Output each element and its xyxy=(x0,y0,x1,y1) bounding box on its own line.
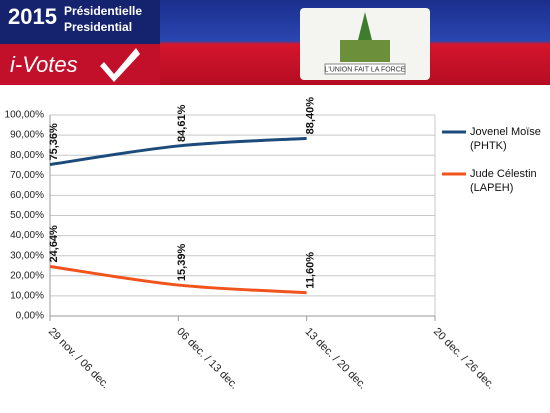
legend-label: Jude Célestin (LAPEH) xyxy=(470,168,537,194)
motto: L'UNION FAIT LA FORCE xyxy=(325,66,406,73)
brand-panel xyxy=(0,44,160,85)
data-label: 24,64% xyxy=(48,225,60,263)
checkmark xyxy=(100,48,140,82)
y-tick-label: 20,00% xyxy=(10,270,44,281)
y-tick-label: 60,00% xyxy=(10,190,44,201)
arms xyxy=(340,40,390,62)
y-tick-label: 90,00% xyxy=(10,130,44,141)
palm xyxy=(358,12,372,40)
series-line xyxy=(49,264,307,295)
y-tick-label: 80,00% xyxy=(10,150,44,161)
y-tick-label: 100,00% xyxy=(5,110,45,121)
title-fr: Présidentielle xyxy=(64,4,142,18)
x-tick-label: 13 dec. / 20 dec. xyxy=(302,326,368,392)
title-panel xyxy=(0,0,160,44)
y-tick-label: 30,00% xyxy=(10,250,44,261)
year: 2015 xyxy=(8,4,57,29)
x-tick-label: 06 dec. / 13 dec. xyxy=(174,326,240,392)
y-tick-label: 0,00% xyxy=(16,311,44,322)
data-label: 15,39% xyxy=(176,244,188,282)
data-label: 75,36% xyxy=(48,123,60,161)
x-tick-label: 20 dec. / 26 dec. xyxy=(431,326,497,392)
title-en: Presidential xyxy=(64,20,132,34)
series-line xyxy=(49,136,307,167)
y-tick-label: 40,00% xyxy=(10,230,44,241)
banner: L'UNION FAIT LA FORCE 2015 Présidentiell… xyxy=(0,0,550,85)
y-tick-label: 50,00% xyxy=(10,210,44,221)
y-tick-label: 70,00% xyxy=(10,170,44,181)
data-label: 88,40% xyxy=(305,97,317,135)
brand: i-Votes xyxy=(10,52,78,77)
data-label: 84,61% xyxy=(176,104,188,142)
data-label: 11,60% xyxy=(305,252,317,289)
motto-ribbon xyxy=(324,63,406,75)
x-tick-label: 29 nov. / 06 dec. xyxy=(46,326,111,391)
y-tick-label: 10,00% xyxy=(10,291,44,302)
legend-label: Jovenel Moïse (PHTK) xyxy=(470,126,541,152)
